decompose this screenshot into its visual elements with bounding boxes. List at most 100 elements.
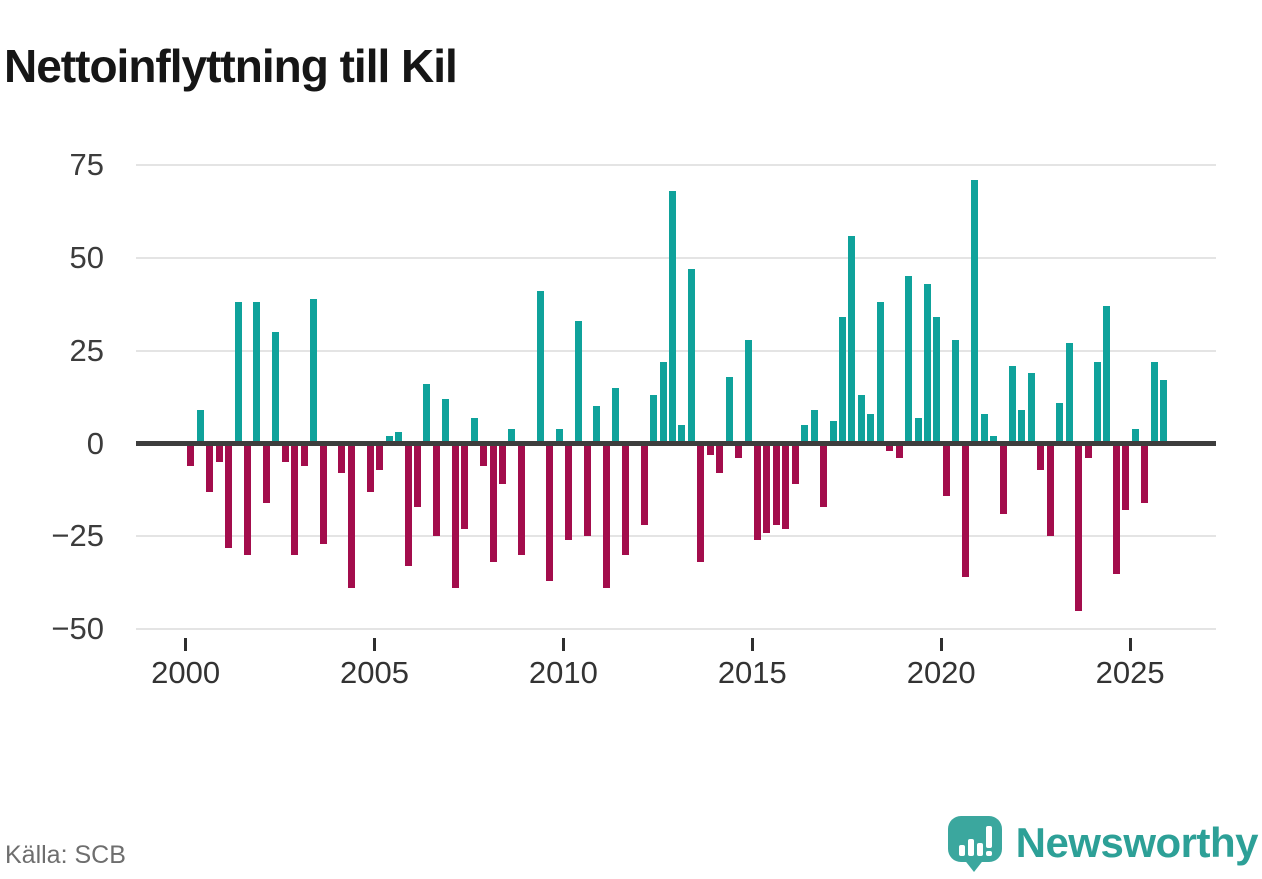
bar-2015Q4 — [782, 443, 790, 530]
gridline--50 — [136, 628, 1216, 631]
y-axis-label-25: 25 — [69, 332, 104, 368]
logo-bar-1 — [958, 845, 965, 856]
bar-2015Q3 — [772, 443, 780, 526]
bar-2004Q4 — [366, 443, 374, 492]
bar-2016Q1 — [791, 443, 799, 485]
bar-2008Q1 — [489, 443, 497, 563]
bar-2017Q2 — [839, 317, 846, 444]
logo-exclamation-dot — [985, 851, 992, 856]
bar-2009Q3 — [546, 443, 554, 581]
bar-2013Q2 — [687, 269, 695, 444]
bar-2003Q1 — [300, 443, 308, 466]
bar-2011Q1 — [602, 443, 610, 589]
bar-2024Q1 — [1094, 361, 1102, 444]
bar-2000Q4 — [215, 443, 223, 463]
bar-2002Q1 — [262, 443, 270, 504]
bar-2013Q1 — [678, 425, 686, 444]
chart-title: Nettoinflyttning till Kil — [4, 39, 458, 92]
bar-2002Q2 — [272, 332, 280, 444]
bar-2009Q2 — [536, 291, 544, 444]
bar-2022Q3 — [1037, 443, 1045, 470]
logo-bubble — [947, 816, 1002, 862]
x-axis-label-2010: 2010 — [528, 655, 598, 690]
bar-2020Q4 — [971, 179, 979, 444]
gridline--25 — [136, 535, 1216, 538]
gridline-50 — [136, 256, 1216, 259]
bar-2023Q4 — [1084, 443, 1092, 459]
bar-2023Q3 — [1075, 443, 1083, 611]
bar-2005Q4 — [404, 443, 412, 567]
bar-2024Q4 — [1122, 443, 1130, 511]
bar-2023Q1 — [1056, 402, 1064, 444]
y-axis-label-50: 50 — [69, 239, 104, 275]
y-axis-label-75: 75 — [69, 147, 104, 183]
bar-2006Q2 — [423, 384, 431, 444]
brand-wordmark[interactable]: Newsworthy — [1015, 819, 1259, 866]
bar-2023Q2 — [1065, 343, 1073, 444]
bar-2008Q3 — [508, 428, 516, 444]
x-axis-label-2025: 2025 — [1095, 655, 1165, 690]
bar-2004Q2 — [347, 443, 355, 589]
bar-2015Q2 — [763, 443, 771, 533]
bar-2018Q4 — [895, 443, 903, 459]
bar-2005Q1 — [376, 443, 384, 470]
bar-2017Q4 — [857, 395, 865, 444]
brand-footer[interactable]: Newsworthy — [947, 814, 1259, 874]
bar-2007Q2 — [461, 443, 469, 530]
bar-2021Q2 — [990, 436, 998, 444]
y-axis-label--25: −25 — [51, 518, 104, 554]
bar-2000Q2 — [196, 410, 204, 444]
bar-2010Q4 — [593, 406, 601, 444]
x-axis-label-2000: 2000 — [151, 655, 221, 690]
bar-2025Q4 — [1160, 380, 1168, 444]
bar-2002Q3 — [281, 443, 289, 463]
bar-2022Q1 — [1018, 410, 1026, 444]
bar-2019Q2 — [914, 417, 922, 444]
bar-2011Q2 — [612, 387, 620, 444]
bar-2016Q2 — [801, 425, 809, 444]
bar-2015Q1 — [754, 443, 761, 541]
bar-2006Q3 — [432, 443, 440, 537]
bar-2010Q1 — [565, 443, 573, 541]
bar-2004Q1 — [338, 443, 346, 474]
bar-2014Q1 — [716, 443, 724, 474]
bar-2005Q2 — [385, 436, 393, 444]
bar-2012Q3 — [659, 361, 667, 444]
logo-bar-2 — [967, 839, 974, 856]
bar-2007Q3 — [470, 417, 478, 444]
bar-2008Q2 — [498, 443, 506, 485]
x-axis-tick-2020 — [939, 638, 943, 651]
bar-2006Q1 — [413, 443, 421, 507]
bar-2010Q3 — [583, 443, 591, 537]
bar-2022Q2 — [1027, 373, 1035, 444]
bar-2010Q2 — [574, 321, 582, 444]
bar-2014Q2 — [725, 376, 733, 444]
bar-2000Q3 — [206, 443, 214, 492]
source-note: Källa: SCB — [5, 841, 126, 869]
bar-2016Q3 — [810, 410, 818, 444]
bar-2021Q3 — [999, 443, 1007, 515]
bar-2020Q2 — [952, 339, 960, 444]
bar-2007Q1 — [451, 443, 459, 589]
bar-2011Q3 — [621, 443, 629, 555]
bar-2025Q3 — [1150, 361, 1158, 444]
bar-2019Q1 — [905, 276, 913, 444]
bar-2002Q4 — [291, 443, 299, 555]
x-axis-tick-2000 — [184, 638, 188, 651]
bar-2017Q1 — [829, 421, 837, 444]
bar-2001Q1 — [225, 443, 233, 548]
bar-2012Q1 — [640, 443, 648, 526]
bar-2019Q3 — [924, 283, 931, 444]
bar-2014Q3 — [735, 443, 743, 459]
logo-bubble-tail — [962, 858, 985, 872]
bar-2012Q4 — [668, 191, 676, 444]
bar-2018Q2 — [876, 302, 884, 444]
newsworthy-logo-icon[interactable] — [947, 814, 1003, 872]
bar-2022Q4 — [1046, 443, 1054, 537]
bar-2012Q2 — [650, 395, 658, 444]
logo-exclamation — [985, 826, 992, 848]
y-axis-label--50: −50 — [51, 611, 104, 647]
bar-2005Q3 — [395, 432, 403, 444]
bar-2001Q2 — [234, 302, 242, 444]
